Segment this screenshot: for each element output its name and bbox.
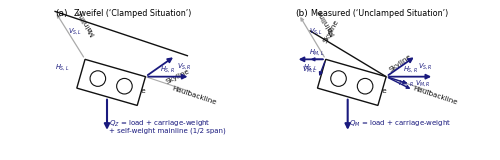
Text: Mainline: Mainline bbox=[74, 8, 96, 37]
Text: Haulbackline: Haulbackline bbox=[171, 86, 217, 106]
Text: Measured (‘Unclamped Situation’): Measured (‘Unclamped Situation’) bbox=[312, 9, 448, 18]
Text: $H_{S,R}$: $H_{S,R}$ bbox=[160, 64, 176, 74]
Text: Skyline: Skyline bbox=[388, 53, 412, 73]
Text: $H_{S,L}$: $H_{S,L}$ bbox=[304, 62, 318, 72]
Text: $H_{S,L}$: $H_{S,L}$ bbox=[56, 62, 70, 72]
Circle shape bbox=[116, 78, 132, 94]
Circle shape bbox=[330, 71, 346, 86]
Text: Haulbackline: Haulbackline bbox=[412, 86, 458, 106]
Text: $V_{S,R}$: $V_{S,R}$ bbox=[418, 61, 432, 71]
Text: Mainline: Mainline bbox=[315, 8, 336, 37]
Text: $V_{S,L}$: $V_{S,L}$ bbox=[68, 26, 82, 36]
Text: $V_{S,R}$: $V_{S,R}$ bbox=[177, 61, 192, 71]
Text: + self-weight mainline (1/2 span): + self-weight mainline (1/2 span) bbox=[108, 128, 226, 134]
Text: (b): (b) bbox=[296, 9, 308, 18]
Circle shape bbox=[358, 78, 373, 94]
Text: (a): (a) bbox=[55, 9, 68, 18]
Polygon shape bbox=[77, 59, 146, 105]
Text: $H_{M,R}$: $H_{M,R}$ bbox=[398, 78, 414, 88]
Text: Skyline: Skyline bbox=[165, 68, 191, 85]
Text: $H_{S,R}$: $H_{S,R}$ bbox=[402, 64, 417, 74]
Text: $H_{M,L}$: $H_{M,L}$ bbox=[309, 47, 324, 57]
Text: $V_{M,R}$: $V_{M,R}$ bbox=[414, 78, 430, 88]
Text: $V_{M,L}$: $V_{M,L}$ bbox=[302, 64, 316, 74]
Text: Zweifel (‘Clamped Situation’): Zweifel (‘Clamped Situation’) bbox=[74, 9, 191, 18]
Text: $V_{S,L}$: $V_{S,L}$ bbox=[308, 26, 322, 36]
Text: Carriage: Carriage bbox=[356, 88, 387, 94]
Polygon shape bbox=[318, 59, 386, 105]
Text: Skyline: Skyline bbox=[322, 18, 340, 44]
Text: $Q_Z$ = load + carriage-weight: $Q_Z$ = load + carriage-weight bbox=[108, 119, 210, 129]
Circle shape bbox=[90, 71, 106, 86]
Text: $Q_M$ = load + carriage-weight: $Q_M$ = load + carriage-weight bbox=[349, 119, 452, 129]
Text: Carriage: Carriage bbox=[116, 88, 146, 94]
